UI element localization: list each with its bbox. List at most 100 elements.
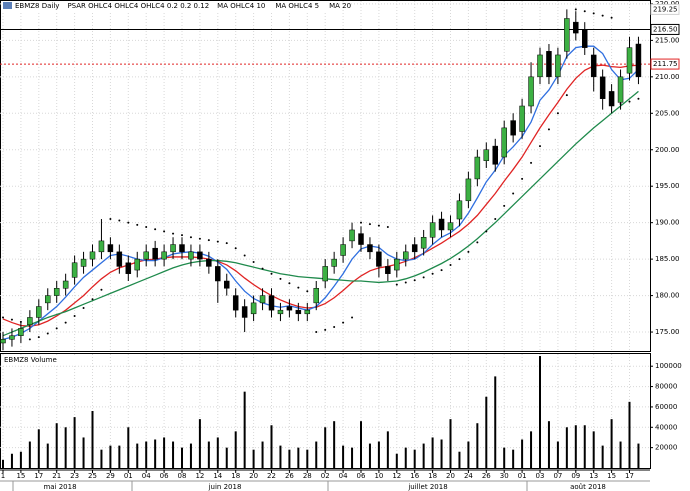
volume-bar [181,447,183,468]
y-tick-label: 40000 [655,423,677,431]
psar-dot [556,112,559,115]
volume-bar [485,396,488,468]
candle-body [98,240,105,253]
psar-dot [521,177,524,180]
volume-bar [225,447,228,468]
psar-dot [216,240,219,243]
psar-dot [547,128,550,131]
legend-entry: MA 20 [329,2,351,10]
psar-dot [288,282,291,285]
candle-body [107,244,114,253]
candle-body [573,21,579,34]
y-tick-label: 185.00 [655,255,680,263]
volume-bar [539,356,541,468]
candle-body [277,309,284,315]
psar-dot [172,232,175,235]
psar-dot [413,279,416,282]
volume-bar [315,441,318,468]
psar-dot [127,221,130,224]
volume-bar [127,427,130,468]
candle-body [62,280,69,289]
volume-bar [207,441,210,468]
candle-body [241,306,248,318]
volume-legend-background [1,355,81,365]
psar-dot [610,16,613,19]
x-tick-label: 04 [339,472,348,480]
psar-dot [234,247,237,250]
candle-body [608,91,615,107]
candle-body [501,127,507,158]
psar-dot [467,250,470,253]
x-tick-label: 02 [321,472,330,480]
volume-bar [324,427,327,468]
volume-title: EBMZ8 Volume [4,356,57,364]
volume-bar [547,421,550,468]
psar-dot [494,218,497,221]
x-tick-label: 06 [160,472,169,480]
moving-average-line [2,90,639,337]
psar-dot [342,321,345,324]
x-tick-label: 18 [231,472,240,480]
psar-dot [431,272,434,275]
x-tick-label: 14 [213,472,222,480]
psar-dot [404,281,407,284]
psar-dot [261,267,264,270]
y-tick-label: 195.00 [655,182,680,190]
volume-bar [46,443,49,468]
candle-body [224,280,230,289]
volume-bar [288,449,291,468]
psar-dot [485,230,488,233]
candle-body [295,309,302,315]
psar-dot [252,261,255,264]
volume-bar [395,453,398,468]
psar-dot [64,321,67,324]
x-tick-label: 04 [142,472,151,480]
x-tick-label: 09 [571,472,580,480]
volume-bar [404,447,407,468]
candle-body [45,295,51,304]
legend-background [1,1,331,11]
psar-dot [225,242,228,245]
candle-body [152,247,158,260]
candle-body [546,51,552,78]
x-tick-label: 22 [267,472,276,480]
volume-bar [619,441,622,468]
x-tick-label: 20 [446,472,455,480]
x-tick-label: 15 [607,472,616,480]
volume-bar [172,441,175,468]
volume-bar [351,447,354,468]
volume-bar [413,449,416,468]
candle-body [179,244,185,253]
volume-bar [198,419,201,468]
volume-bar [91,411,94,468]
psar-dot [270,272,273,275]
candle-body [250,302,257,315]
volume-bar [449,419,452,468]
psar-dot [189,236,192,239]
volume-bar [261,441,264,468]
psar-dot [100,288,103,291]
candle-body [582,29,588,48]
candle-body [36,306,42,318]
candle-body [197,251,203,260]
volume-bar [637,443,640,468]
candle-body [71,262,78,278]
volume-bar [368,443,371,468]
month-label: juillet 2018 [407,483,447,491]
candle-body [635,43,642,78]
y-tick-label: 205.00 [655,109,680,117]
psar-dot [306,290,309,293]
candle-body [519,105,525,132]
candle-body [188,251,194,260]
candle-body [340,244,346,256]
moving-average-line [2,45,639,340]
candle-body [447,222,454,231]
psar-dot [351,316,354,319]
psar-dot [10,318,13,321]
candle-body [555,54,561,78]
candle-body [53,288,60,296]
candle-body [367,244,373,253]
volume-bar [216,437,219,468]
x-tick-label: 26 [482,472,491,480]
psar-dot [360,221,362,224]
